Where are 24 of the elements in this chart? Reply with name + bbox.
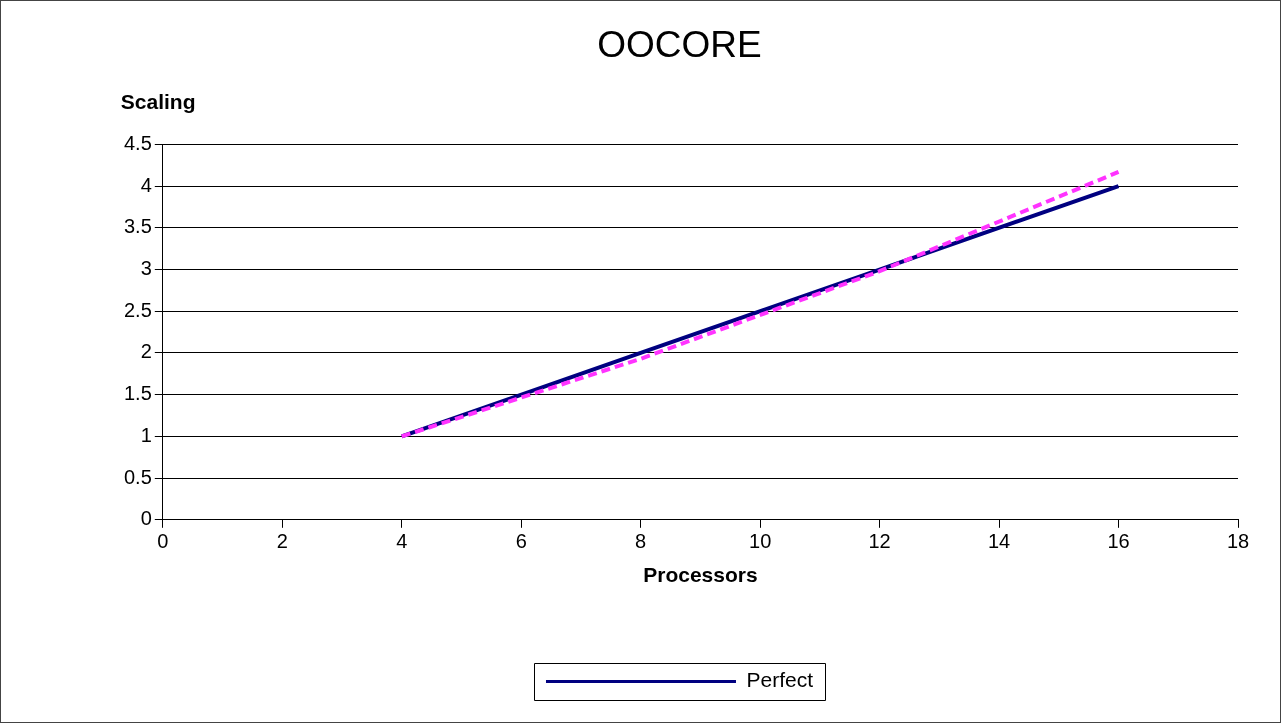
- y-tick-label: 2: [140, 340, 152, 363]
- y-tick-label: 1.5: [123, 382, 152, 405]
- y-tick-label: 2.5: [123, 298, 152, 321]
- x-tick-label: 8: [635, 530, 647, 553]
- text: Perfect: [746, 668, 814, 692]
- x-tick-label: 18: [1226, 530, 1250, 553]
- y-tick-label: 4.5: [123, 131, 152, 154]
- x-tick-label: 4: [396, 530, 408, 553]
- y-tick-label: 3: [140, 257, 152, 280]
- x-tick-label: 14: [987, 530, 1011, 553]
- x-tick-label: 0: [157, 530, 169, 553]
- y-tick-label: 4: [140, 173, 152, 196]
- y-tick-label: 3.5: [123, 215, 152, 238]
- y-tick-label: 0.5: [123, 465, 152, 488]
- y-axis-title: Scaling: [120, 90, 196, 114]
- x-tick-label: 10: [749, 530, 772, 553]
- x-axis-title: Processors: [643, 563, 758, 587]
- x-tick-label: 2: [276, 530, 288, 553]
- x-tick-label: 6: [515, 530, 527, 553]
- chart-title: OOCORE: [597, 24, 762, 66]
- x-tick-label: 16: [1107, 530, 1130, 553]
- x-tick-label: 12: [868, 530, 891, 553]
- y-tick-label: 1: [140, 423, 152, 446]
- y-tick-label: 0: [140, 507, 152, 530]
